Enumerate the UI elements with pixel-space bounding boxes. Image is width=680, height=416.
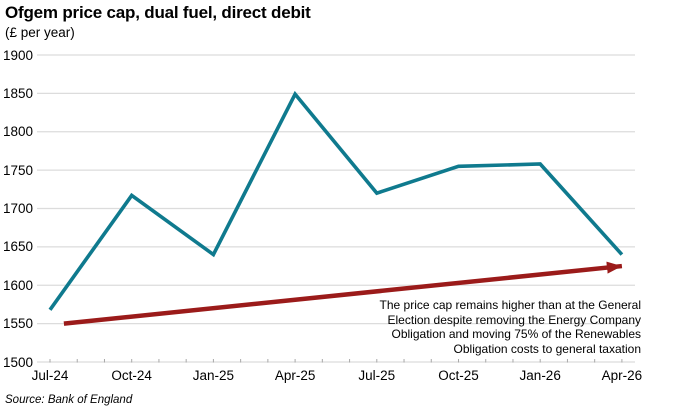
y-tick-label: 1900 xyxy=(2,47,33,63)
x-tick-label: Apr-25 xyxy=(274,368,316,383)
trend-arrow xyxy=(63,261,623,326)
x-tick-label: Jul-24 xyxy=(31,368,69,383)
x-tick-label: Jul-25 xyxy=(358,368,396,383)
price-cap-line xyxy=(48,90,624,311)
y-tick-label: 1800 xyxy=(2,124,33,140)
x-tick-label: Apr-26 xyxy=(601,368,643,383)
y-tick-label: 1550 xyxy=(2,316,33,332)
gridlines xyxy=(37,54,635,363)
x-tick-label: Jan-26 xyxy=(519,368,561,383)
y-tick-label: 1850 xyxy=(2,85,33,101)
y-tick-label: 1600 xyxy=(2,277,33,293)
x-tick-label: Oct-25 xyxy=(438,368,479,383)
annotation-text: The price cap remains higher than at the… xyxy=(379,298,641,356)
y-tick-label: 1500 xyxy=(2,354,33,370)
y-tick-label: 1750 xyxy=(2,162,33,178)
y-tick-label: 1650 xyxy=(2,239,33,255)
x-tick-label: Jan-25 xyxy=(192,368,235,383)
y-tick-label: 1700 xyxy=(2,201,33,216)
chart-title: Ofgem price cap, dual fuel, direct debit xyxy=(5,3,311,22)
x-axis-minor-ticks xyxy=(49,359,623,363)
chart-subtitle: (£ per year) xyxy=(5,25,75,40)
x-tick-label: Oct-24 xyxy=(111,368,152,383)
source-text: Source: Bank of England xyxy=(5,394,133,406)
